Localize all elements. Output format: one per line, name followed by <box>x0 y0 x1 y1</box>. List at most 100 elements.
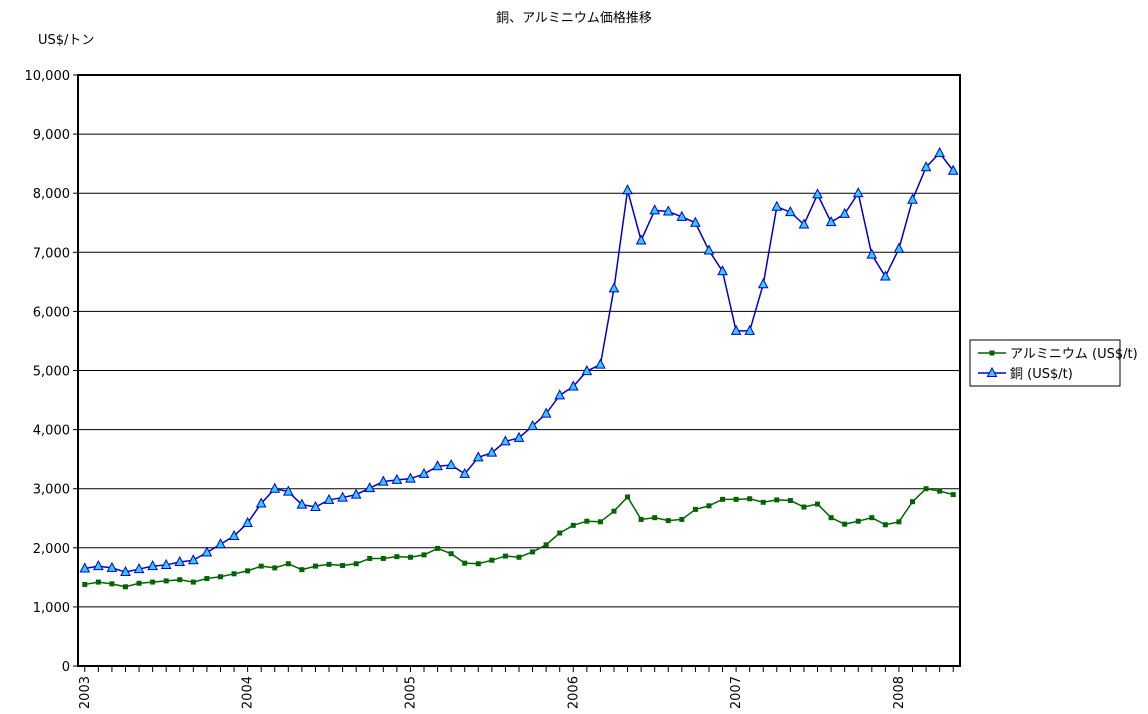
marker <box>907 193 918 204</box>
chart-title: 銅、アルミニウム価格推移 <box>496 10 652 26</box>
marker <box>882 522 888 528</box>
y-tick-label: 5,000 <box>33 365 70 380</box>
marker <box>896 519 902 525</box>
marker <box>269 482 281 493</box>
marker <box>282 485 294 496</box>
marker <box>595 358 606 369</box>
marker <box>459 467 471 478</box>
marker <box>730 324 742 335</box>
legend-box <box>969 339 1121 387</box>
marker <box>625 494 631 500</box>
marker <box>204 576 210 582</box>
marker <box>190 579 196 585</box>
marker <box>665 518 671 524</box>
marker <box>692 506 698 512</box>
y-axis-label: US$/トン <box>38 33 94 48</box>
marker <box>489 557 495 563</box>
marker <box>622 184 633 195</box>
marker <box>570 522 576 528</box>
marker <box>662 205 674 216</box>
marker <box>285 561 291 567</box>
y-tick-label: 4,000 <box>33 424 70 439</box>
marker <box>785 206 796 217</box>
marker <box>869 515 875 521</box>
marker <box>255 497 267 508</box>
marker <box>350 488 362 499</box>
y-tick-label: 8,000 <box>33 187 70 202</box>
marker <box>407 554 413 560</box>
marker <box>405 472 416 483</box>
marker <box>79 562 91 573</box>
marker <box>706 503 712 509</box>
marker <box>445 458 457 470</box>
legend-marker <box>989 350 995 356</box>
marker <box>500 435 511 446</box>
marker <box>421 552 427 558</box>
marker <box>367 555 373 561</box>
y-tick-label: 7,000 <box>33 246 70 261</box>
marker <box>516 554 522 560</box>
marker <box>432 460 443 471</box>
marker <box>947 164 959 175</box>
marker <box>530 549 536 555</box>
marker <box>635 234 647 245</box>
marker <box>502 553 508 559</box>
y-tick-label: 6,000 <box>33 305 70 320</box>
marker <box>106 561 118 572</box>
marker <box>720 496 726 502</box>
y-tick-label: 0 <box>62 660 70 675</box>
marker <box>337 491 348 502</box>
marker <box>310 500 321 512</box>
marker <box>486 446 498 457</box>
legend-marker <box>986 366 998 377</box>
marker <box>690 216 701 227</box>
marker <box>163 578 169 584</box>
marker <box>296 498 308 509</box>
marker <box>798 218 810 229</box>
marker <box>122 584 128 590</box>
marker <box>93 560 104 571</box>
marker <box>174 555 186 566</box>
marker <box>364 482 376 493</box>
legend-label: アルミニウム (US$/t) <box>1010 347 1138 362</box>
marker <box>475 561 481 567</box>
marker <box>584 518 590 524</box>
marker <box>717 265 728 276</box>
marker <box>760 499 766 505</box>
marker <box>937 488 943 494</box>
marker <box>418 467 430 478</box>
marker <box>540 407 552 418</box>
marker <box>82 581 88 587</box>
marker <box>852 187 864 198</box>
marker <box>109 581 115 587</box>
marker <box>120 565 131 577</box>
marker <box>242 516 253 527</box>
marker <box>150 579 156 585</box>
marker <box>839 207 850 218</box>
marker <box>462 560 468 566</box>
marker <box>228 529 240 540</box>
marker <box>448 551 454 557</box>
marker <box>435 545 441 551</box>
marker <box>652 515 658 521</box>
marker <box>597 519 603 525</box>
marker <box>649 204 661 215</box>
marker <box>394 554 400 560</box>
marker <box>133 563 145 574</box>
marker <box>323 493 335 504</box>
marker <box>934 146 945 158</box>
marker <box>855 518 861 524</box>
x-tick-label: 2007 <box>729 676 744 709</box>
marker <box>828 515 834 521</box>
marker <box>136 580 142 586</box>
marker <box>801 504 807 510</box>
marker <box>188 554 199 565</box>
marker <box>177 577 183 583</box>
marker <box>771 200 783 211</box>
marker <box>676 210 688 221</box>
marker <box>950 492 956 498</box>
marker <box>774 497 780 503</box>
marker <box>245 568 251 574</box>
